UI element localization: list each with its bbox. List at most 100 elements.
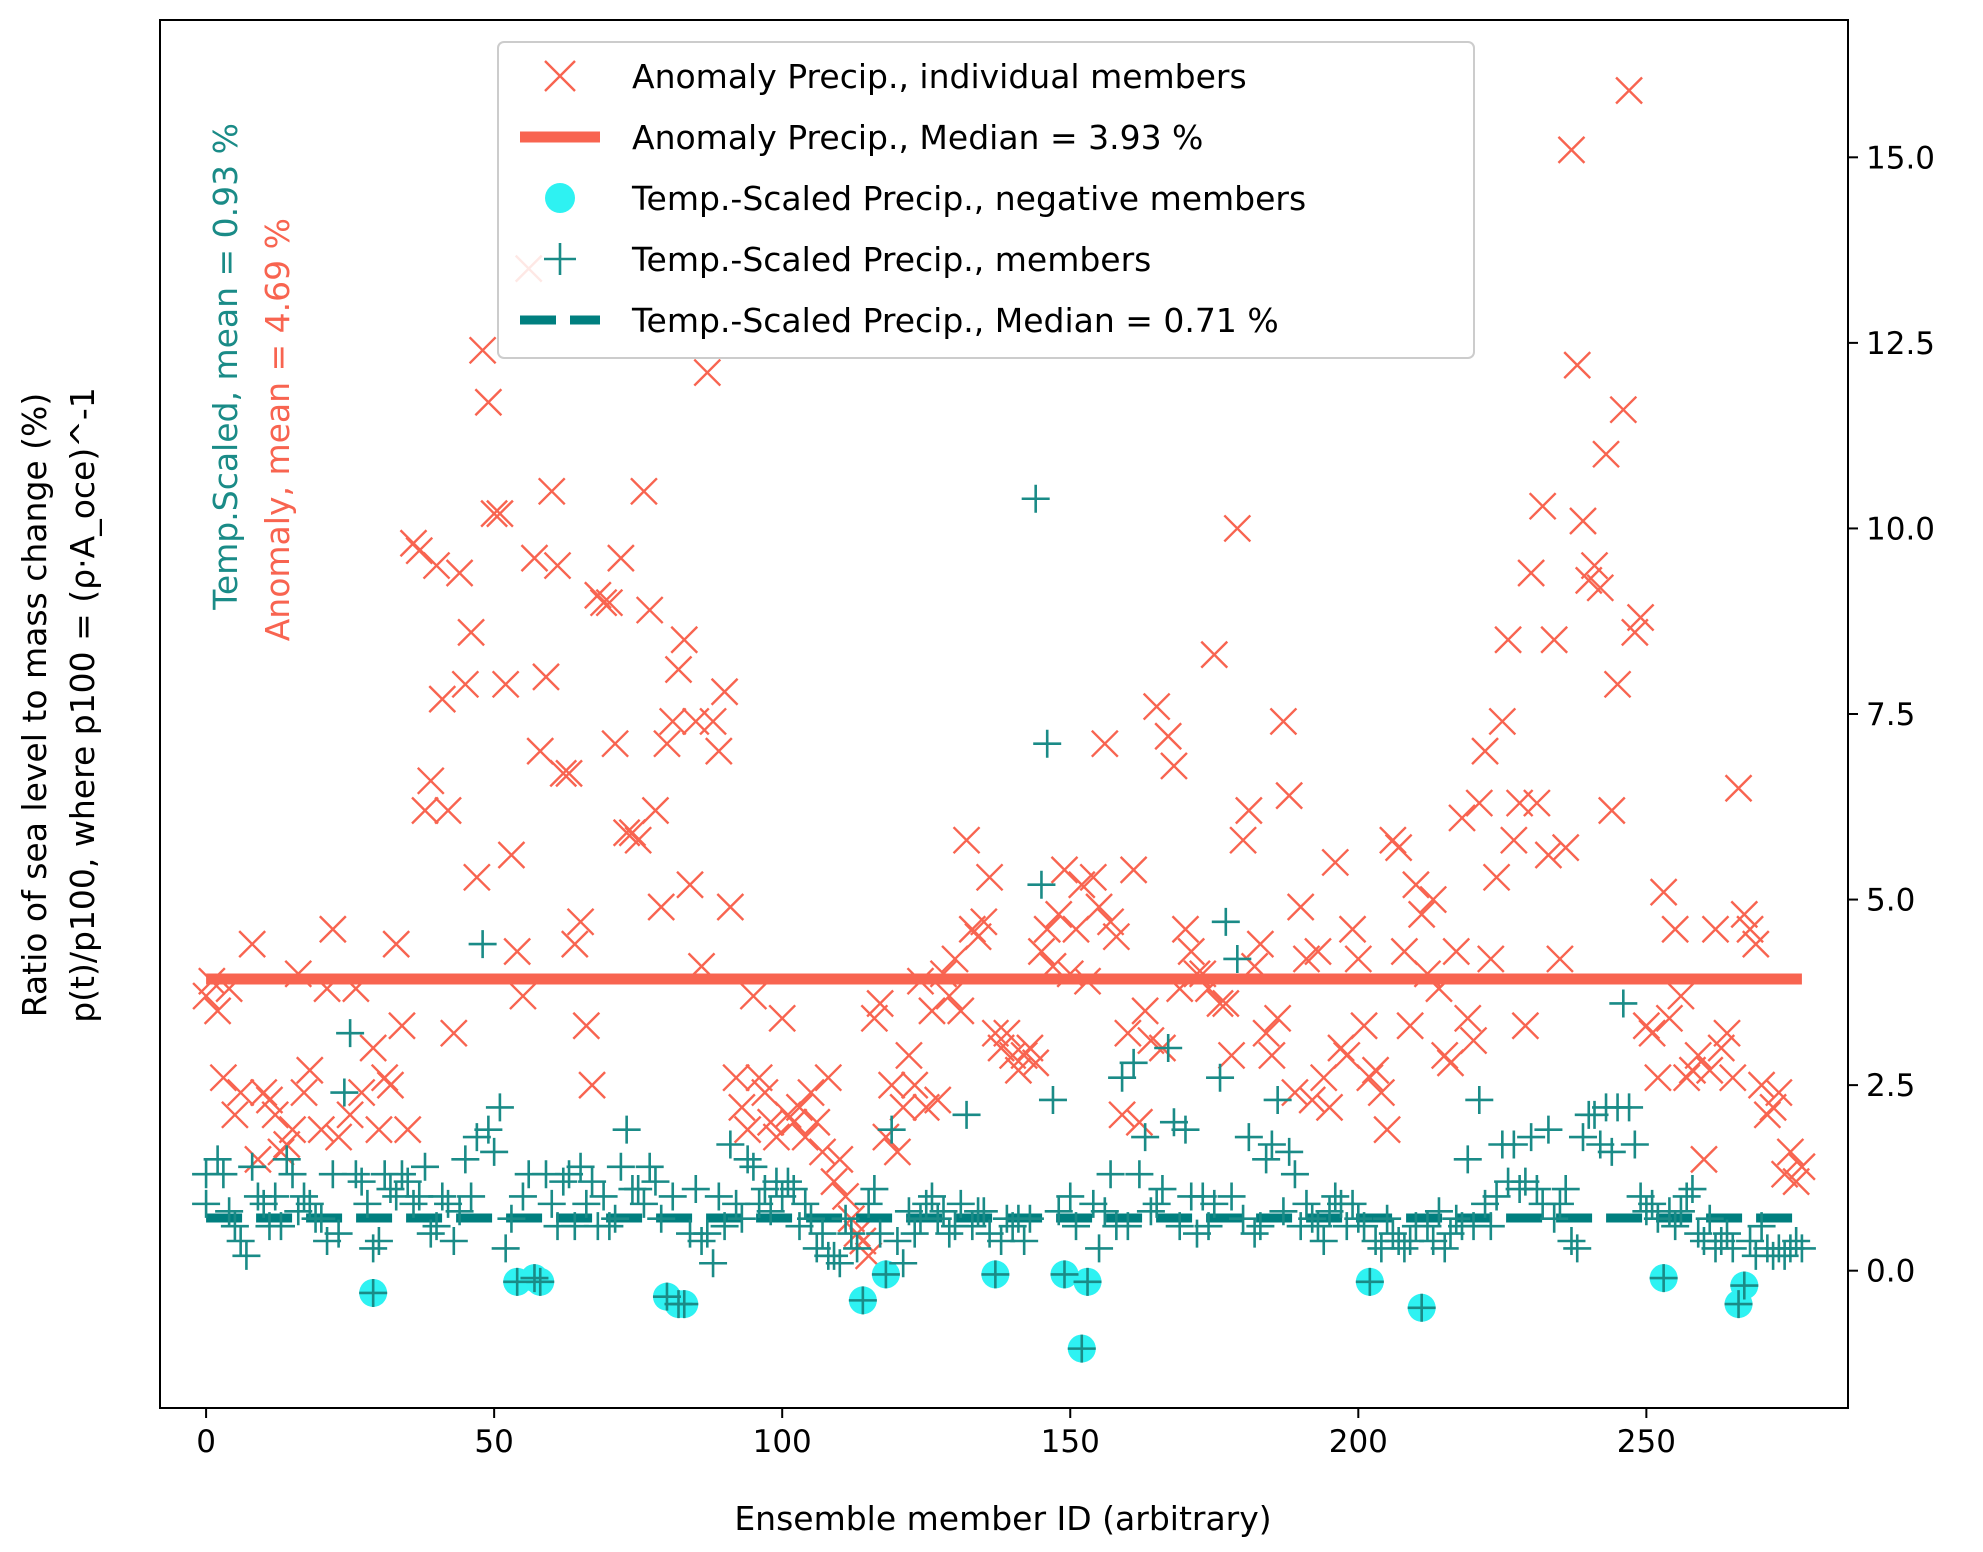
anomaly-member-point (457, 618, 485, 647)
anomaly-member-point (1695, 1056, 1724, 1085)
temp-scaled-member-point (1678, 1175, 1707, 1204)
temp-scaled-member-point (399, 1189, 428, 1218)
anomaly-member-point (520, 544, 549, 572)
temp-scaled-member-point (871, 1260, 900, 1289)
anomaly-member-point (347, 1078, 376, 1107)
temp-scaled-member-point (376, 1175, 405, 1204)
anomaly-member-point (1194, 974, 1223, 1003)
anomaly-member-point (1488, 707, 1517, 736)
temp-scaled-member-point (1015, 1204, 1044, 1233)
anomaly-member-point (566, 907, 595, 936)
anomaly-member-point (463, 863, 491, 892)
temp-scaled-member-point (612, 1115, 641, 1144)
temp-scaled-member-point (1309, 1226, 1338, 1255)
anomaly-member-point (1644, 1063, 1672, 1092)
temp-scaled-member-point (508, 1182, 537, 1211)
temp-scaled-member-point (1442, 1204, 1471, 1233)
anomaly-member-point (877, 1071, 906, 1099)
temp-scaled-member-point (1038, 1085, 1067, 1114)
legend-x-marker (544, 60, 576, 92)
anomaly-mean-annotation: Anomaly, mean = 4.69 % (258, 218, 297, 641)
anomaly-member-point (1229, 826, 1257, 855)
legend-box (497, 41, 1475, 359)
anomaly-member-point (1206, 989, 1234, 1018)
anomaly-member-point (1188, 959, 1217, 988)
anomaly-member-point (1309, 1063, 1338, 1092)
temp-scaled-member-point (434, 1189, 463, 1218)
anomaly-member-point (1298, 1086, 1327, 1114)
anomaly-member-point (693, 358, 722, 387)
temp-scaled-member-point (745, 1189, 774, 1218)
anomaly-member-point (1586, 573, 1615, 602)
temp-scaled-member-point (929, 1197, 958, 1226)
temp-scaled-member-point (249, 1189, 278, 1218)
anomaly-member-point (198, 967, 226, 996)
temp-scaled-member-point (716, 1130, 745, 1159)
temp-scaled-member-point (1257, 1130, 1286, 1159)
temp-scaled-member-point (330, 1078, 359, 1107)
temp-scaled-member-point (1234, 1123, 1263, 1152)
temp-scaled-member-point (1499, 1130, 1528, 1159)
temp-scaled-member-point (1551, 1175, 1580, 1204)
anomaly-member-point (1102, 922, 1131, 951)
anomaly-member-point (785, 1093, 814, 1122)
anomaly-member-point (555, 759, 583, 788)
temp-scaled-member-point (364, 1226, 393, 1255)
y-tick-label: 2.5 (1866, 1068, 1915, 1104)
anomaly-member-point (635, 596, 664, 624)
temp-scaled-member-point (1315, 1197, 1344, 1226)
temp-scaled-member-point (894, 1197, 923, 1226)
anomaly-member-point (1044, 900, 1073, 929)
legend-label: Temp.-Scaled Precip., members (631, 240, 1151, 279)
anomaly-member-point (1050, 856, 1079, 884)
anomaly-member-point (1384, 833, 1413, 862)
temp-scaled-member-point (359, 1234, 388, 1263)
anomaly-member-point (952, 826, 981, 855)
anomaly-member-point (1551, 833, 1580, 862)
anomaly-member-point (676, 870, 704, 899)
temp-scaled-member-point (1476, 1212, 1505, 1241)
temp-scaled-member-point (491, 1234, 520, 1263)
temp-scaled-member-point (647, 1204, 676, 1233)
anomaly-member-point (1701, 915, 1730, 944)
temp-scaled-member-point (1263, 1085, 1292, 1114)
anomaly-member-point (745, 1063, 774, 1092)
anomaly-member-point (797, 1078, 825, 1107)
temp-scaled-member-point (808, 1219, 837, 1248)
anomaly-member-point (509, 982, 537, 1010)
anomaly-member-point (935, 982, 964, 1010)
temp-scaled-member-point (1142, 1189, 1171, 1218)
temp-scaled-member-point (1154, 1034, 1183, 1063)
anomaly-member-point (1482, 863, 1511, 892)
anomaly-member-point (728, 1093, 756, 1122)
temp-scaled-member-point (1407, 1293, 1436, 1322)
temp-scaled-member-point (785, 1212, 814, 1241)
temp-scaled-member-point (773, 1167, 802, 1196)
anomaly-member-point (388, 1011, 416, 1040)
anomaly-member-point (808, 1138, 837, 1166)
temp-scaled-member-point (1344, 1204, 1373, 1233)
anomaly-member-point (1033, 915, 1062, 944)
temp-scaled-member-point (1090, 1197, 1119, 1226)
anomaly-member-point (1344, 945, 1373, 973)
temp-scaled-member-point (1292, 1189, 1321, 1218)
temp-scaled-member-point (1378, 1219, 1407, 1248)
anomaly-member-point (1523, 789, 1551, 817)
temp-scaled-member-point (831, 1204, 860, 1233)
temp-scaled-member-point (1079, 1189, 1108, 1218)
x-tick-label: 50 (474, 1424, 513, 1460)
anomaly-member-point (284, 959, 313, 988)
temp-scaled-member-point (1223, 944, 1252, 973)
anomaly-member-point (1747, 1071, 1776, 1099)
anomaly-member-point (1085, 893, 1113, 921)
anomaly-member-point (664, 655, 693, 684)
anomaly-member-point (831, 1182, 860, 1211)
x-tick-label: 0 (196, 1424, 216, 1460)
temp-scaled-member-point (1430, 1234, 1459, 1263)
temp-scaled-member-point (1206, 1063, 1235, 1092)
temp-scaled-member-point (1643, 1204, 1672, 1233)
temp-scaled-member-point (629, 1189, 658, 1218)
temp-scaled-member-point (589, 1182, 618, 1211)
anomaly-member-point (941, 945, 969, 973)
